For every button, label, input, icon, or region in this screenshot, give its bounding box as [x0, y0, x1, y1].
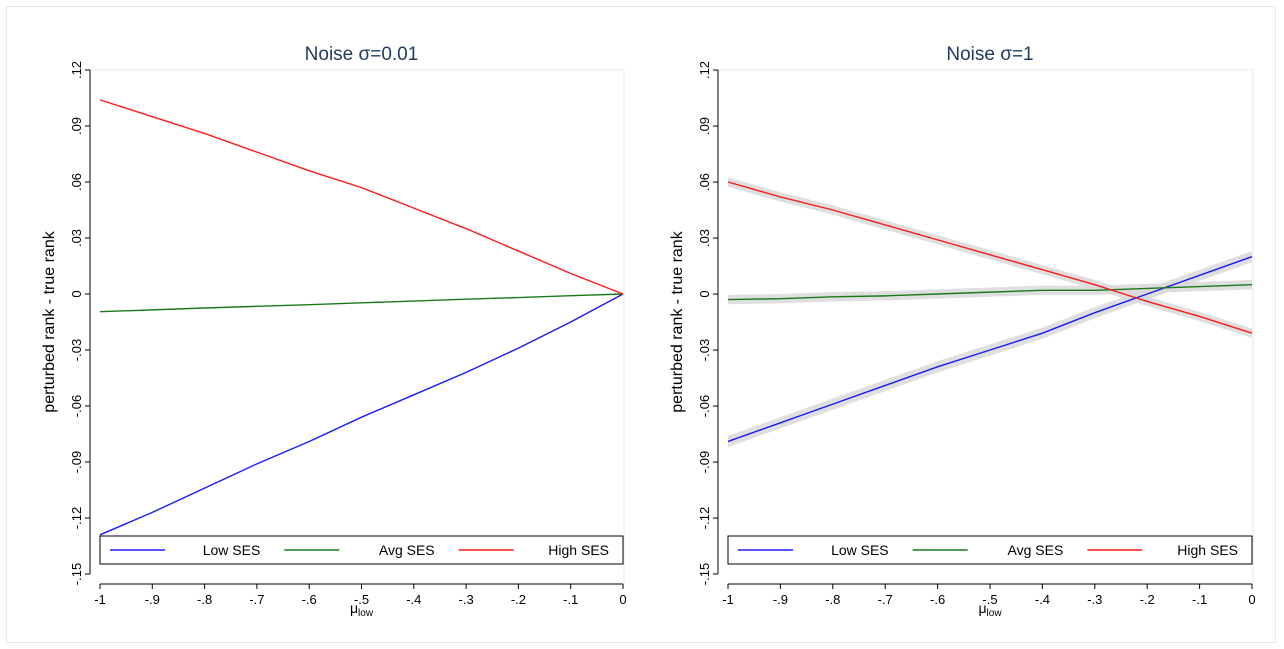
x-axis-label-subscript: low: [358, 608, 374, 619]
x-tick-label: -1: [722, 592, 734, 607]
x-tick-label: -1: [94, 592, 106, 607]
x-axis-label-symbol: μ: [978, 600, 986, 616]
x-tick-label: -.7: [878, 592, 893, 607]
x-tick-label: -.4: [406, 592, 421, 607]
y-tick-label: -.06: [697, 395, 712, 417]
x-tick-label: -.8: [197, 592, 212, 607]
x-tick-label: -.6: [302, 592, 317, 607]
x-tick-label: -.2: [1140, 592, 1155, 607]
x-tick-label: -.4: [1035, 592, 1050, 607]
y-tick-label: 0: [69, 290, 84, 297]
y-tick-label: .03: [697, 229, 712, 247]
x-axis-label: μlow: [978, 600, 1002, 619]
x-tick-label: -.3: [1087, 592, 1102, 607]
y-tick-label: .09: [69, 117, 84, 135]
x-tick-label: -.8: [825, 592, 840, 607]
chart-title: Noise σ=0.01: [305, 44, 419, 65]
x-tick-label: -.5: [982, 592, 997, 607]
chart-panel-1: Noise σ=0.01 -.15 -.12 -.09 -.06 -.03 0 .03 .06.…: [41, 44, 627, 619]
x-tick-label: -.5: [354, 592, 369, 607]
y-tick-label: -.15: [69, 563, 84, 585]
series-line-low-ses: [99, 293, 624, 536]
series-line-avg-ses: [727, 283, 1253, 301]
x-axis-label-symbol: μ: [350, 600, 358, 616]
y-tick-label: -.12: [69, 507, 84, 529]
legend-label: Avg SES: [1008, 542, 1064, 558]
legend: [727, 535, 1253, 565]
x-axis-label: μlow: [350, 600, 374, 619]
x-tick-label: -.9: [773, 592, 788, 607]
chart-panel-2: Noise σ=1 -.15 -.12 -.09 -.06 -.03 0 .03 .06 .09.…: [669, 44, 1256, 619]
y-tick-label: .06: [697, 173, 712, 191]
y-tick-label: -.06: [69, 395, 84, 417]
y-tick-label: -.03: [69, 339, 84, 361]
x-tick-label: -.7: [249, 592, 264, 607]
y-tick-label: 0: [697, 290, 712, 297]
y-tick-label: .12: [697, 61, 712, 79]
y-tick-label: -.09: [697, 451, 712, 473]
confidence-band-high-ses: [728, 177, 1252, 338]
legend-label: High SES: [1177, 542, 1238, 558]
y-tick-label: .12: [69, 61, 84, 79]
legend-label: Low SES: [203, 542, 261, 558]
chart-title: Noise σ=1: [946, 44, 1033, 65]
x-tick-label: -.9: [145, 592, 160, 607]
y-axis-label: perturbed rank - true rank: [41, 230, 58, 412]
y-tick-label: -.03: [697, 339, 712, 361]
x-tick-label: 0: [1248, 592, 1255, 607]
y-tick-label: .09: [697, 117, 712, 135]
x-tick-label: -.3: [459, 592, 474, 607]
legend-label: Low SES: [831, 542, 889, 558]
legend-label: High SES: [548, 542, 609, 558]
x-tick-label: -.1: [1192, 592, 1207, 607]
y-tick-label: -.12: [697, 507, 712, 529]
x-tick-label: 0: [619, 592, 626, 607]
legend: [99, 535, 624, 565]
series-line-high-ses: [99, 99, 624, 295]
series-line-avg-ses: [99, 293, 624, 313]
y-tick-label: -.09: [69, 451, 84, 473]
y-tick-label: .06: [69, 173, 84, 191]
y-tick-label: .03: [69, 229, 84, 247]
x-axis-label-subscript: low: [987, 608, 1003, 619]
legend-label: Avg SES: [379, 542, 435, 558]
x-tick-label: -.1: [563, 592, 578, 607]
y-axis-label: perturbed rank - true rank: [669, 230, 686, 412]
figure-border: [6, 6, 1276, 643]
series-line-high-ses: [727, 181, 1253, 334]
x-tick-label: -.2: [511, 592, 526, 607]
y-tick-label: -.15: [697, 563, 712, 585]
confidence-band-low-ses: [728, 251, 1252, 448]
x-tick-label: -.6: [930, 592, 945, 607]
